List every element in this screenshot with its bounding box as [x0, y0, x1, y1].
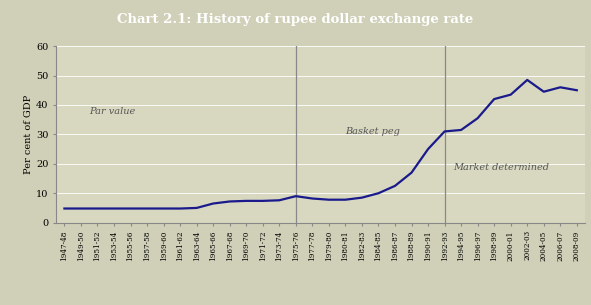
Text: Par value: Par value: [89, 107, 135, 116]
Text: Basket peg: Basket peg: [345, 127, 400, 136]
Y-axis label: Per cent of GDP: Per cent of GDP: [24, 95, 33, 174]
Text: Chart 2.1: History of rupee dollar exchange rate: Chart 2.1: History of rupee dollar excha…: [118, 13, 473, 27]
Text: Market determined: Market determined: [453, 163, 549, 172]
